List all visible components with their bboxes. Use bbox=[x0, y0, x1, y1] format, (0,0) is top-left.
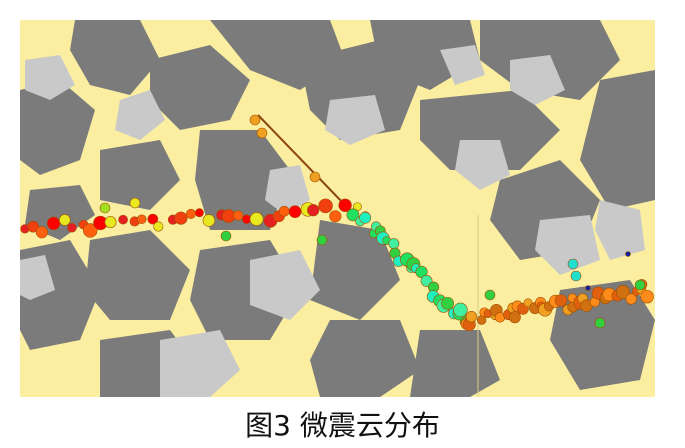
event-dot bbox=[249, 114, 261, 126]
event-dot bbox=[634, 279, 646, 291]
event-dot bbox=[338, 198, 352, 212]
event-dot bbox=[570, 270, 582, 282]
event-dot bbox=[129, 197, 141, 209]
event-dot bbox=[316, 234, 328, 246]
event-dot bbox=[615, 284, 631, 300]
event-dot bbox=[220, 230, 232, 242]
event-dot bbox=[278, 205, 290, 217]
event-dot bbox=[388, 238, 400, 250]
event-dot bbox=[508, 311, 521, 324]
event-dot bbox=[585, 285, 591, 291]
event-dot bbox=[554, 294, 568, 307]
event-dot bbox=[35, 226, 48, 239]
event-dot bbox=[359, 211, 372, 224]
event-dot bbox=[27, 220, 39, 233]
event-dot bbox=[83, 223, 98, 238]
event-dot bbox=[640, 289, 654, 304]
event-dot bbox=[153, 221, 164, 232]
event-dot bbox=[185, 208, 196, 219]
event-dot bbox=[415, 265, 428, 278]
event-dot bbox=[465, 310, 478, 323]
event-dot bbox=[346, 208, 360, 222]
event-dot bbox=[288, 205, 302, 219]
event-dot bbox=[233, 210, 244, 221]
dark-grains bbox=[20, 20, 655, 397]
event-dot bbox=[484, 289, 496, 301]
light-grains bbox=[20, 45, 645, 397]
event-dot bbox=[249, 212, 264, 226]
event-dots bbox=[20, 114, 654, 332]
event-dot bbox=[67, 222, 77, 233]
event-dot bbox=[99, 202, 111, 214]
event-dot bbox=[309, 171, 321, 183]
crack bbox=[257, 114, 346, 206]
event-dot bbox=[202, 214, 216, 227]
event-dot bbox=[567, 258, 579, 270]
event-dot bbox=[147, 213, 159, 225]
event-dot bbox=[58, 214, 71, 226]
event-dot bbox=[174, 211, 188, 225]
event-dot bbox=[441, 296, 454, 310]
event-dot bbox=[625, 293, 637, 305]
event-dot bbox=[256, 127, 268, 139]
event-dot bbox=[318, 198, 333, 214]
event-dot bbox=[46, 216, 61, 231]
event-dot bbox=[594, 317, 606, 329]
event-dot bbox=[453, 302, 468, 318]
event-dot bbox=[136, 214, 147, 225]
figure-caption: 图3 微震云分布 bbox=[245, 409, 440, 442]
event-dot bbox=[118, 214, 128, 225]
event-dot bbox=[307, 204, 320, 217]
event-dot bbox=[104, 216, 117, 229]
event-dot bbox=[625, 251, 631, 257]
event-dot bbox=[194, 208, 204, 218]
event-dot bbox=[329, 210, 342, 223]
microseismic-image bbox=[20, 20, 655, 397]
